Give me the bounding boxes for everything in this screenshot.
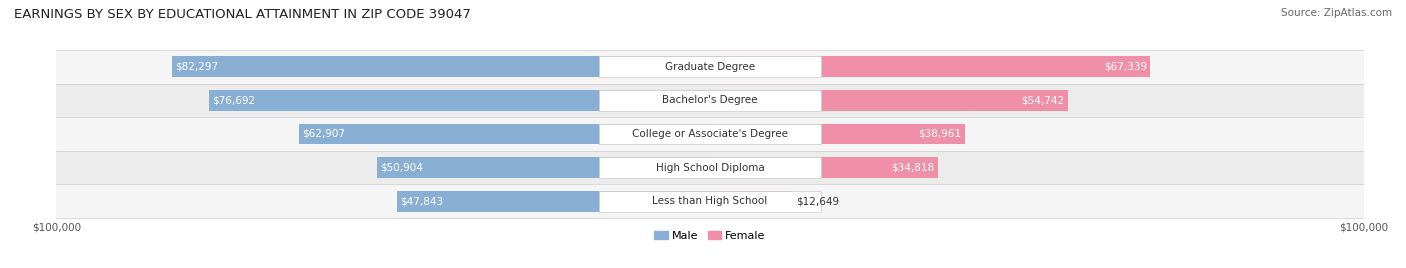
Bar — [710, 90, 1069, 111]
Bar — [208, 90, 710, 111]
Text: $50,904: $50,904 — [381, 163, 423, 173]
Bar — [56, 151, 1364, 184]
Bar — [172, 56, 710, 77]
Bar — [599, 56, 821, 77]
Text: $82,297: $82,297 — [176, 62, 218, 72]
Text: $12,649: $12,649 — [796, 196, 839, 206]
Text: $67,339: $67,339 — [1104, 62, 1147, 72]
Bar — [599, 191, 821, 212]
Bar — [599, 90, 821, 111]
Text: Source: ZipAtlas.com: Source: ZipAtlas.com — [1281, 8, 1392, 18]
Bar — [710, 56, 1150, 77]
Text: $47,843: $47,843 — [401, 196, 444, 206]
Legend: Male, Female: Male, Female — [650, 226, 770, 245]
Text: $62,907: $62,907 — [302, 129, 344, 139]
Text: Bachelor's Degree: Bachelor's Degree — [662, 95, 758, 105]
Text: $34,818: $34,818 — [891, 163, 935, 173]
Text: $76,692: $76,692 — [212, 95, 254, 105]
Bar — [56, 84, 1364, 117]
Text: EARNINGS BY SEX BY EDUCATIONAL ATTAINMENT IN ZIP CODE 39047: EARNINGS BY SEX BY EDUCATIONAL ATTAINMEN… — [14, 8, 471, 21]
Bar — [56, 184, 1364, 218]
Text: College or Associate's Degree: College or Associate's Degree — [633, 129, 787, 139]
Text: High School Diploma: High School Diploma — [655, 163, 765, 173]
Bar — [710, 157, 938, 178]
Bar — [298, 124, 710, 144]
Bar — [710, 191, 793, 212]
Bar — [599, 124, 821, 144]
Bar — [56, 117, 1364, 151]
Bar — [599, 157, 821, 178]
Bar — [377, 157, 710, 178]
Text: $54,742: $54,742 — [1022, 95, 1064, 105]
Bar — [398, 191, 710, 212]
Text: Graduate Degree: Graduate Degree — [665, 62, 755, 72]
Text: $38,961: $38,961 — [918, 129, 962, 139]
Bar — [56, 50, 1364, 84]
Bar — [710, 124, 965, 144]
Text: Less than High School: Less than High School — [652, 196, 768, 206]
